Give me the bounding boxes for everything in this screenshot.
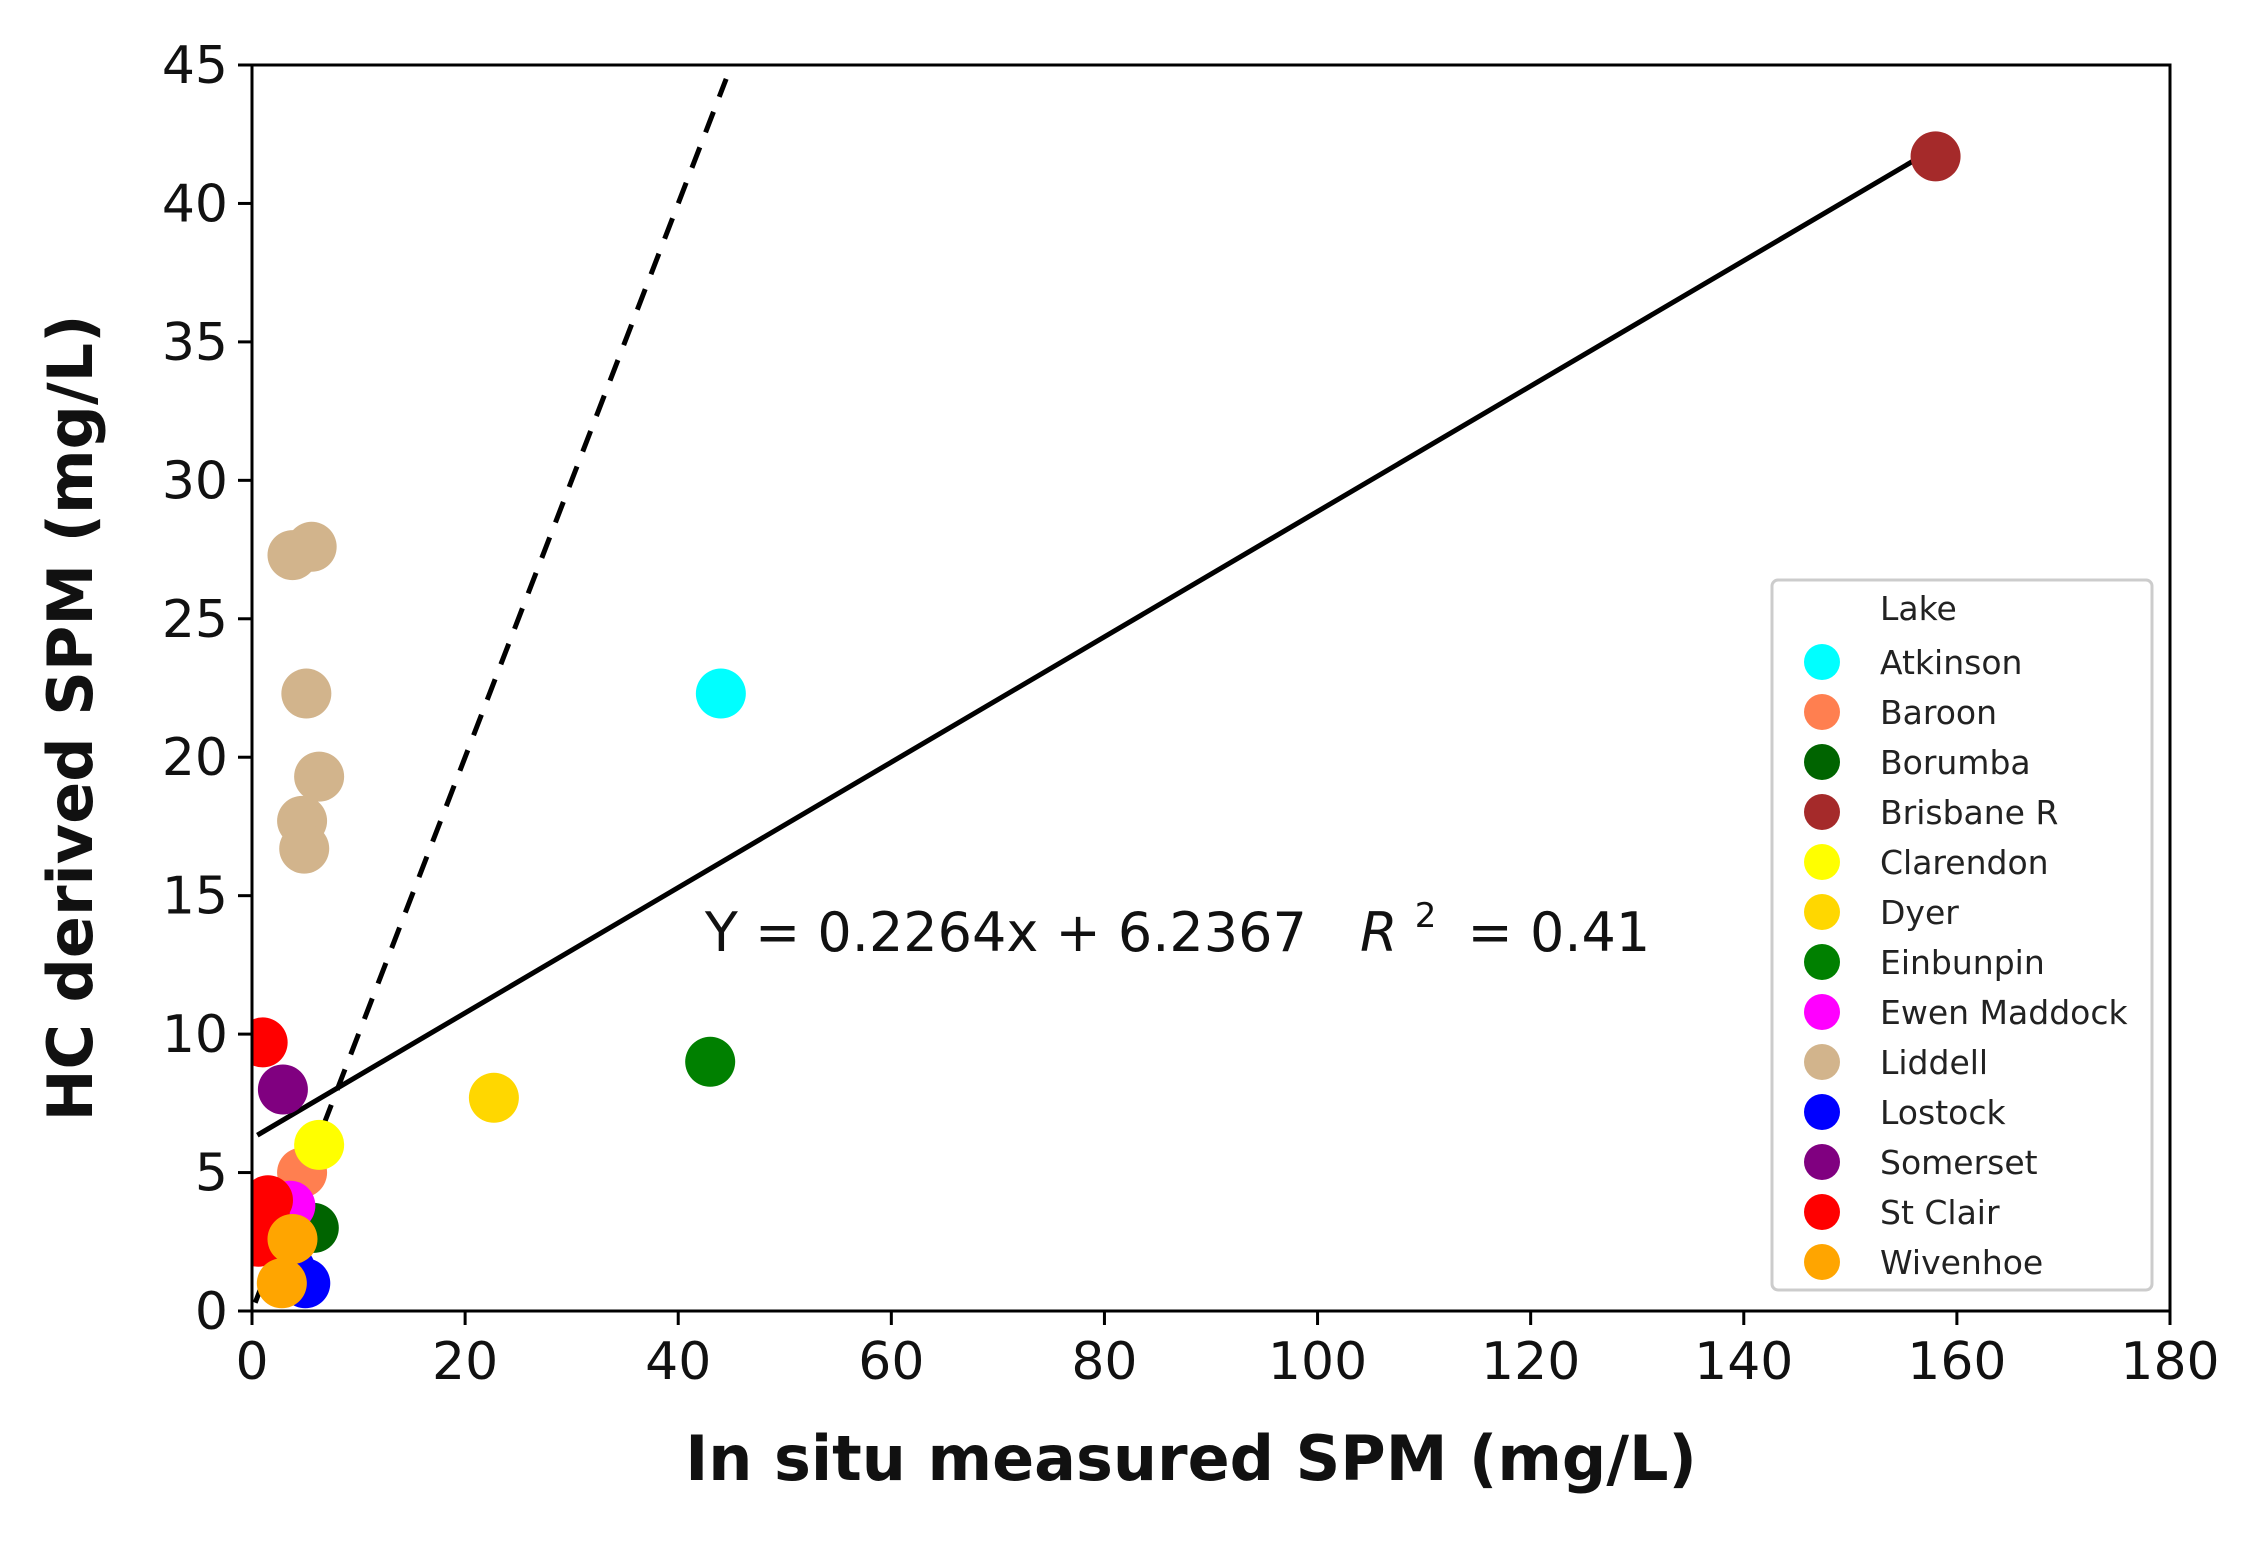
point-brisbane-r-0 (1910, 131, 1961, 182)
regression-equation: Y = 0.2264x + 6.2367 R 2 = 0.41 (704, 877, 1650, 964)
r-squared-symbol: R (1360, 901, 1398, 964)
legend-label-lostock: Lostock (1880, 1093, 2006, 1132)
legend-label-st-clair: St Clair (1880, 1193, 2000, 1232)
x-tick-label: 40 (645, 1332, 711, 1392)
legend-marker-ewen-maddock (1804, 994, 1840, 1030)
legend-marker-dyer (1804, 894, 1840, 930)
legend-label-ewen-maddock: Ewen Maddock (1880, 993, 2128, 1032)
legend-marker-brisbane-r (1804, 794, 1840, 830)
x-tick-label: 60 (858, 1332, 924, 1392)
point-liddell-2 (281, 668, 332, 719)
y-tick-label: 45 (162, 36, 228, 96)
plot-content (252, 77, 1961, 1309)
point-liddell-3 (294, 751, 345, 802)
legend-marker-einbunpin (1804, 944, 1840, 980)
y-axis-title: HC derived SPM (mg/L) (34, 315, 107, 1122)
point-clarendon-0 (294, 1119, 345, 1170)
y-tick-label: 25 (162, 590, 228, 650)
y-tick-label: 20 (162, 728, 228, 788)
one-to-one-line (252, 77, 729, 1304)
x-tick-label: 180 (2120, 1332, 2219, 1392)
x-tick-label: 160 (1907, 1332, 2006, 1392)
legend-marker-somerset (1804, 1144, 1840, 1180)
point-liddell-1 (286, 521, 337, 572)
regression-line (256, 145, 1937, 1138)
legend-label-clarendon: Clarendon (1880, 843, 2049, 882)
legend-label-atkinson: Atkinson (1880, 643, 2022, 682)
legend-marker-borumba (1804, 744, 1840, 780)
point-st-clair-0 (252, 1017, 288, 1068)
y-tick-label: 30 (162, 451, 228, 511)
legend-box (1770, 578, 2154, 1292)
r-squared-superscript: 2 (1415, 896, 1437, 936)
y-tick-label: 5 (195, 1144, 228, 1204)
point-wivenhoe-1 (256, 1258, 307, 1309)
legend-label-wivenhoe: Wivenhoe (1880, 1243, 2043, 1282)
legend-marker-lostock (1804, 1094, 1840, 1130)
legend-label-somerset: Somerset (1880, 1143, 2038, 1182)
point-einbunpin-0 (685, 1036, 736, 1087)
regression-equation-label: Y = 0.2264x + 6.2367 (704, 901, 1307, 964)
legend-marker-baroon (1804, 694, 1840, 730)
legend-label-dyer: Dyer (1880, 893, 1959, 932)
axes-frame (250, 63, 2172, 1313)
legend-label-brisbane-r: Brisbane R (1880, 793, 2058, 832)
x-tick-label: 20 (432, 1332, 498, 1392)
x-tick-label: 0 (235, 1332, 268, 1392)
y-tick-label: 40 (162, 174, 228, 234)
axis-ticks: 0 20 40 60 80 100 120 140 160 180 0 5 10 15 20 25 30 35 40… (162, 36, 2220, 1392)
x-axis-title: In situ measured SPM (mg/L) (685, 1422, 1697, 1495)
plot-area (252, 77, 1961, 1309)
legend: Lake Atkinson Baroon Borumba Brisbane R Clare… (1770, 578, 2154, 1292)
legend-marker-atkinson (1804, 644, 1840, 680)
point-atkinson-0 (695, 668, 746, 719)
legend-label-baroon: Baroon (1880, 693, 1997, 732)
point-liddell-5 (279, 823, 330, 874)
x-tick-label: 120 (1481, 1332, 1580, 1392)
y-tick-label: 10 (162, 1005, 228, 1065)
legend-marker-liddell (1804, 1044, 1840, 1080)
legend-label-liddell: Liddell (1880, 1043, 1988, 1082)
x-tick-label: 80 (1071, 1332, 1137, 1392)
y-tick-label: 15 (162, 867, 228, 927)
legend-marker-st-clair (1804, 1194, 1840, 1230)
y-tick-label: 35 (162, 313, 228, 373)
legend-label-einbunpin: Einbunpin (1880, 943, 2045, 982)
y-tick-label: 0 (195, 1282, 228, 1342)
point-wivenhoe-0 (267, 1214, 318, 1265)
point-dyer-0 (468, 1072, 519, 1123)
point-somerset-0 (257, 1064, 308, 1115)
r-squared-value: = 0.41 (1468, 901, 1651, 964)
legend-label-borumba: Borumba (1880, 743, 2031, 782)
legend-title: Lake (1880, 589, 1957, 628)
legend-marker-clarendon (1804, 844, 1840, 880)
x-tick-label: 140 (1694, 1332, 1793, 1392)
x-tick-label: 100 (1268, 1332, 1367, 1392)
legend-marker-wivenhoe (1804, 1244, 1840, 1280)
